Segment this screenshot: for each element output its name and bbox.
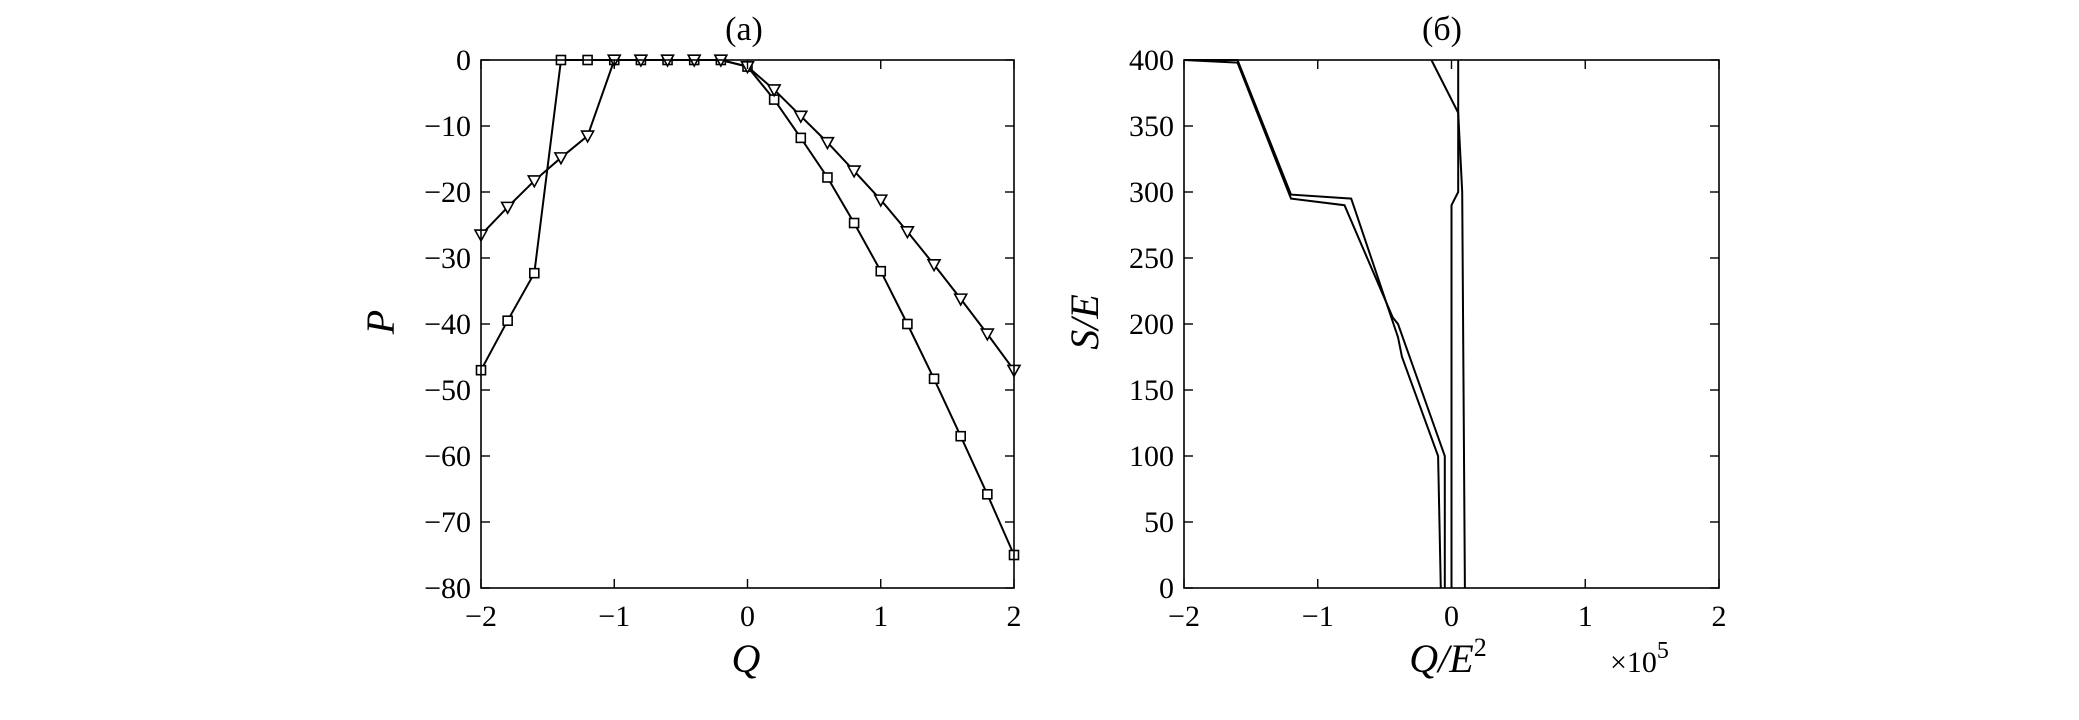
panel-b-ytick-label: 250 (1129, 242, 1174, 275)
panel-b-title: (б) (1422, 11, 1462, 48)
panel-a-series-2-point (953, 293, 969, 307)
panel-a-xtick-label: 1 (873, 600, 888, 633)
panel-a-series (473, 54, 1022, 561)
panel-b-ytick-label: 350 (1129, 110, 1174, 143)
panel-a-series-2-line (480, 59, 1015, 371)
panel-a-ytick-label: −60 (424, 440, 471, 473)
panel-a-frame (480, 59, 1015, 589)
panel-b-ytick-label: 400 (1129, 44, 1174, 77)
panel-a-ytick-label: −20 (424, 176, 471, 209)
panel-b-xtick-label: 0 (1444, 600, 1459, 633)
panel-a-series-2-point (526, 175, 542, 189)
panel-a-series-2-point (926, 258, 942, 273)
panel-a-series-1-point (795, 132, 807, 144)
panel-a-series-1-point (902, 318, 913, 330)
panel-b-series-4-line (1457, 60, 1466, 589)
panel-b-xlabel: Q/E2 (1409, 633, 1486, 681)
panel-a: (a) −2 −1 0 1 2−80−70−60−50−40−30−20−100 Q P (358, 11, 1022, 681)
panel-b-ylabel: S/E (1062, 294, 1107, 350)
panel-b-ytick-label: 0 (1159, 572, 1174, 605)
panel-a-series-1-point (928, 373, 940, 385)
panel-b-ytick-label: 100 (1129, 440, 1174, 473)
panel-a-series-2-point (553, 152, 569, 166)
panel-a-ylabel: P (358, 310, 403, 335)
panel-b-xlabel-sup: 2 (1474, 633, 1487, 662)
panel-a-title: (a) (725, 11, 763, 48)
panel-a-ytick-label: −40 (424, 308, 471, 341)
panel-a-xtick-label: 0 (740, 600, 755, 633)
panel-a-series-2-point (900, 226, 915, 240)
panel-b-series-2-line (1184, 59, 1442, 589)
panel-a-ytick-label: −70 (424, 506, 471, 539)
panel-a-series-2-point (766, 84, 782, 98)
panel-b-xlabel-base: Q/E (1409, 636, 1473, 681)
panel-b-xtick-label: −1 (1302, 600, 1334, 633)
panel-b-ticks: −2 −1 0 1 2 0 50 100 150 200 250 300 350 400 (1129, 44, 1727, 633)
panel-a-series-2-point (873, 194, 889, 208)
panel-b-x-multiplier: ×105 (1610, 638, 1669, 679)
panel-a-series-1-point (502, 315, 513, 327)
panel-a-series-1-point (982, 488, 993, 500)
panel-a-series-2-point (846, 165, 862, 179)
panel-a-ticks: −2 −1 0 1 2−80−70−60−50−40−30−20−100 (424, 44, 1021, 633)
panel-a-series-2-point (820, 136, 835, 151)
panel-a-xtick-label: 2 (1007, 600, 1022, 633)
panel-b-ytick-label: 150 (1129, 374, 1174, 407)
panel-a-xtick-label: −1 (598, 600, 630, 633)
panel-a-series-1-point (955, 430, 967, 442)
panel-b-x-multiplier-exp: 5 (1657, 638, 1669, 664)
panel-a-series-1-point (875, 265, 887, 277)
panel-a-series-1-line (480, 59, 1015, 556)
panel-a-xtick-label: −2 (465, 600, 497, 633)
panel-a-series-2-point (500, 201, 516, 215)
panel-b-ytick-label: 50 (1144, 506, 1174, 539)
panel-b-ytick-label: 300 (1129, 176, 1174, 209)
panel-a-series-1-point (848, 217, 860, 229)
panel-a-ytick-label: −30 (424, 242, 471, 275)
panel-b-series-1-line (1183, 59, 1446, 588)
panel-b-xtick-label: −2 (1168, 600, 1200, 633)
panel-b-ytick-label: 200 (1129, 308, 1174, 341)
panel-a-xlabel: Q (732, 636, 761, 681)
panel-b-x-multiplier-base: ×10 (1610, 646, 1657, 679)
panel-a-ytick-label: −10 (424, 110, 471, 143)
panel-b-series-3-line (1430, 59, 1460, 588)
panel-a-ytick-label: 0 (456, 44, 471, 77)
panel-b-xtick-label: 2 (1712, 600, 1727, 633)
panel-a-series-1-point (528, 267, 540, 279)
panel-a-series-2-point (793, 110, 809, 124)
panel-a-series-2-point (979, 328, 995, 342)
panel-b-xtick-label: 1 (1578, 600, 1593, 633)
panel-a-series-2-point (580, 130, 595, 144)
panel-a-series-1-point (822, 172, 833, 183)
panel-b-series (1183, 59, 1466, 589)
panel-a-ytick-label: −50 (424, 374, 471, 407)
panel-a-ytick-label: −80 (424, 572, 471, 605)
